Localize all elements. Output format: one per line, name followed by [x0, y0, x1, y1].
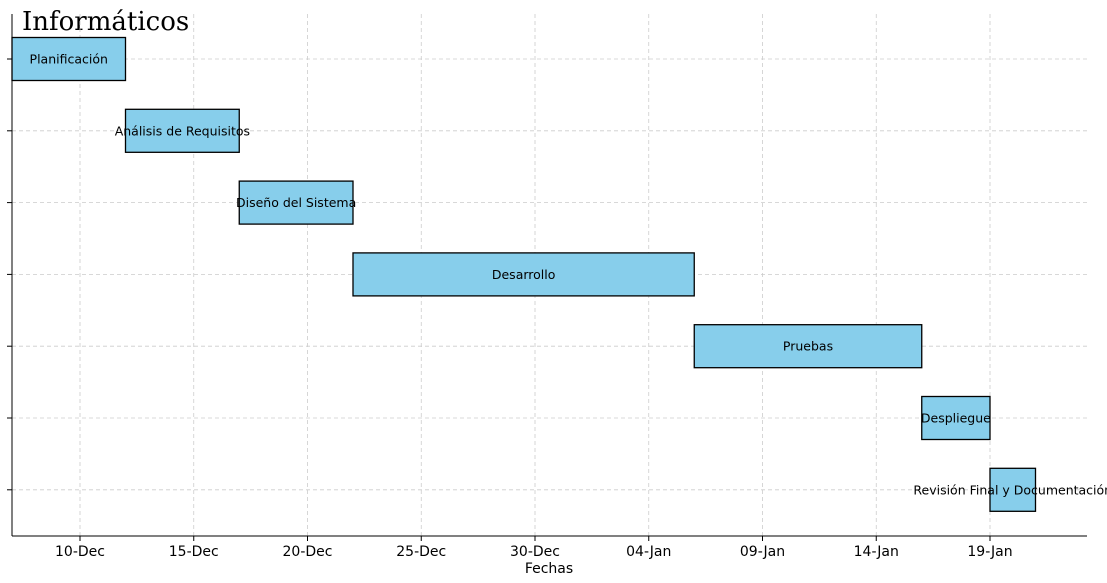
task-label: Pruebas	[783, 339, 833, 354]
task-label: Revisión Final y Documentación	[913, 482, 1107, 497]
x-axis-label: Fechas	[525, 561, 573, 577]
task-bar	[352, 252, 695, 297]
chart-title: Informáticos	[22, 7, 189, 37]
task-bar	[693, 324, 923, 369]
x-tick-label: 04-Jan	[626, 544, 671, 560]
x-tick-label: 15-Dec	[169, 544, 219, 560]
task-label: Diseño del Sistema	[236, 195, 356, 210]
task-bar	[989, 467, 1037, 512]
x-tick-label: 25-Dec	[396, 544, 446, 560]
x-tick-label: 10-Dec	[55, 544, 105, 560]
x-tick-label: 14-Jan	[854, 544, 899, 560]
x-tick-label: 19-Jan	[967, 544, 1012, 560]
task-label: Desarrollo	[492, 267, 556, 282]
bar-layer: Planificación Análisis de Requisitos Diseñ…	[11, 36, 1107, 512]
x-tick-label: 20-Dec	[283, 544, 333, 560]
x-tick-label: 30-Dec	[510, 544, 560, 560]
task-label: Planificación	[30, 52, 108, 67]
task-label: Despliegue	[921, 411, 991, 426]
task-label: Análisis de Requisitos	[115, 123, 250, 138]
task-bar	[921, 395, 991, 441]
axis-layer: 10-Dec 15-Dec 20-Dec 25-Dec 30-Dec 04-Jan 09-J…	[7, 14, 1087, 560]
task-bar	[124, 108, 240, 153]
x-tick-label: 09-Jan	[740, 544, 785, 560]
task-bar	[11, 36, 127, 82]
task-bar	[238, 180, 354, 225]
